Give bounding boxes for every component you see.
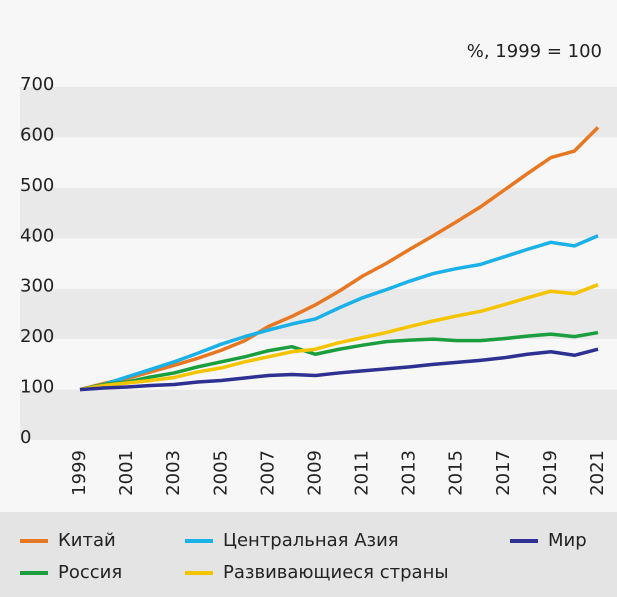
y-tick-label: 400 [20, 225, 54, 246]
legend-label: Россия [58, 562, 122, 583]
legend-label: Мир [548, 530, 587, 551]
x-tick-label: 2021 [587, 450, 608, 496]
legend-box [0, 512, 617, 597]
series-line [79, 126, 600, 392]
x-tick-label: 2001 [116, 450, 137, 496]
series-line [79, 283, 599, 392]
series-line [79, 234, 599, 392]
y-tick-label: 100 [20, 377, 54, 398]
y-tick-label: 300 [20, 276, 54, 297]
x-tick-label: 2011 [352, 450, 373, 496]
legend-label: Китай [58, 530, 116, 551]
x-tick-label: 2007 [257, 450, 278, 496]
x-tick-label: 2003 [163, 450, 184, 496]
band [20, 238, 617, 289]
annotation: %, 1999 = 100 [467, 41, 602, 62]
y-tick-label: 500 [20, 175, 54, 196]
legend-label: Центральная Азия [223, 530, 399, 551]
y-tick-label: 600 [20, 124, 54, 145]
x-tick-label: 2009 [304, 450, 325, 496]
x-tick-label: 2017 [493, 450, 514, 496]
legend-label: Развивающиеся страны [223, 562, 449, 583]
band [20, 187, 617, 239]
band [20, 137, 617, 188]
band [20, 389, 617, 440]
x-tick-label: 2005 [210, 450, 231, 496]
x-tick-label: 2015 [446, 450, 467, 496]
y-tick-label: 200 [20, 326, 54, 347]
band [20, 288, 617, 340]
series-line [79, 330, 599, 392]
x-tick-label: 2019 [540, 450, 561, 496]
series-line [79, 347, 599, 392]
band [20, 87, 617, 138]
y-tick-label: 700 [20, 74, 54, 95]
y-tick-label: 0 [20, 427, 31, 448]
x-tick-label: 1999 [69, 450, 90, 496]
x-tick-label: 2013 [399, 450, 420, 496]
